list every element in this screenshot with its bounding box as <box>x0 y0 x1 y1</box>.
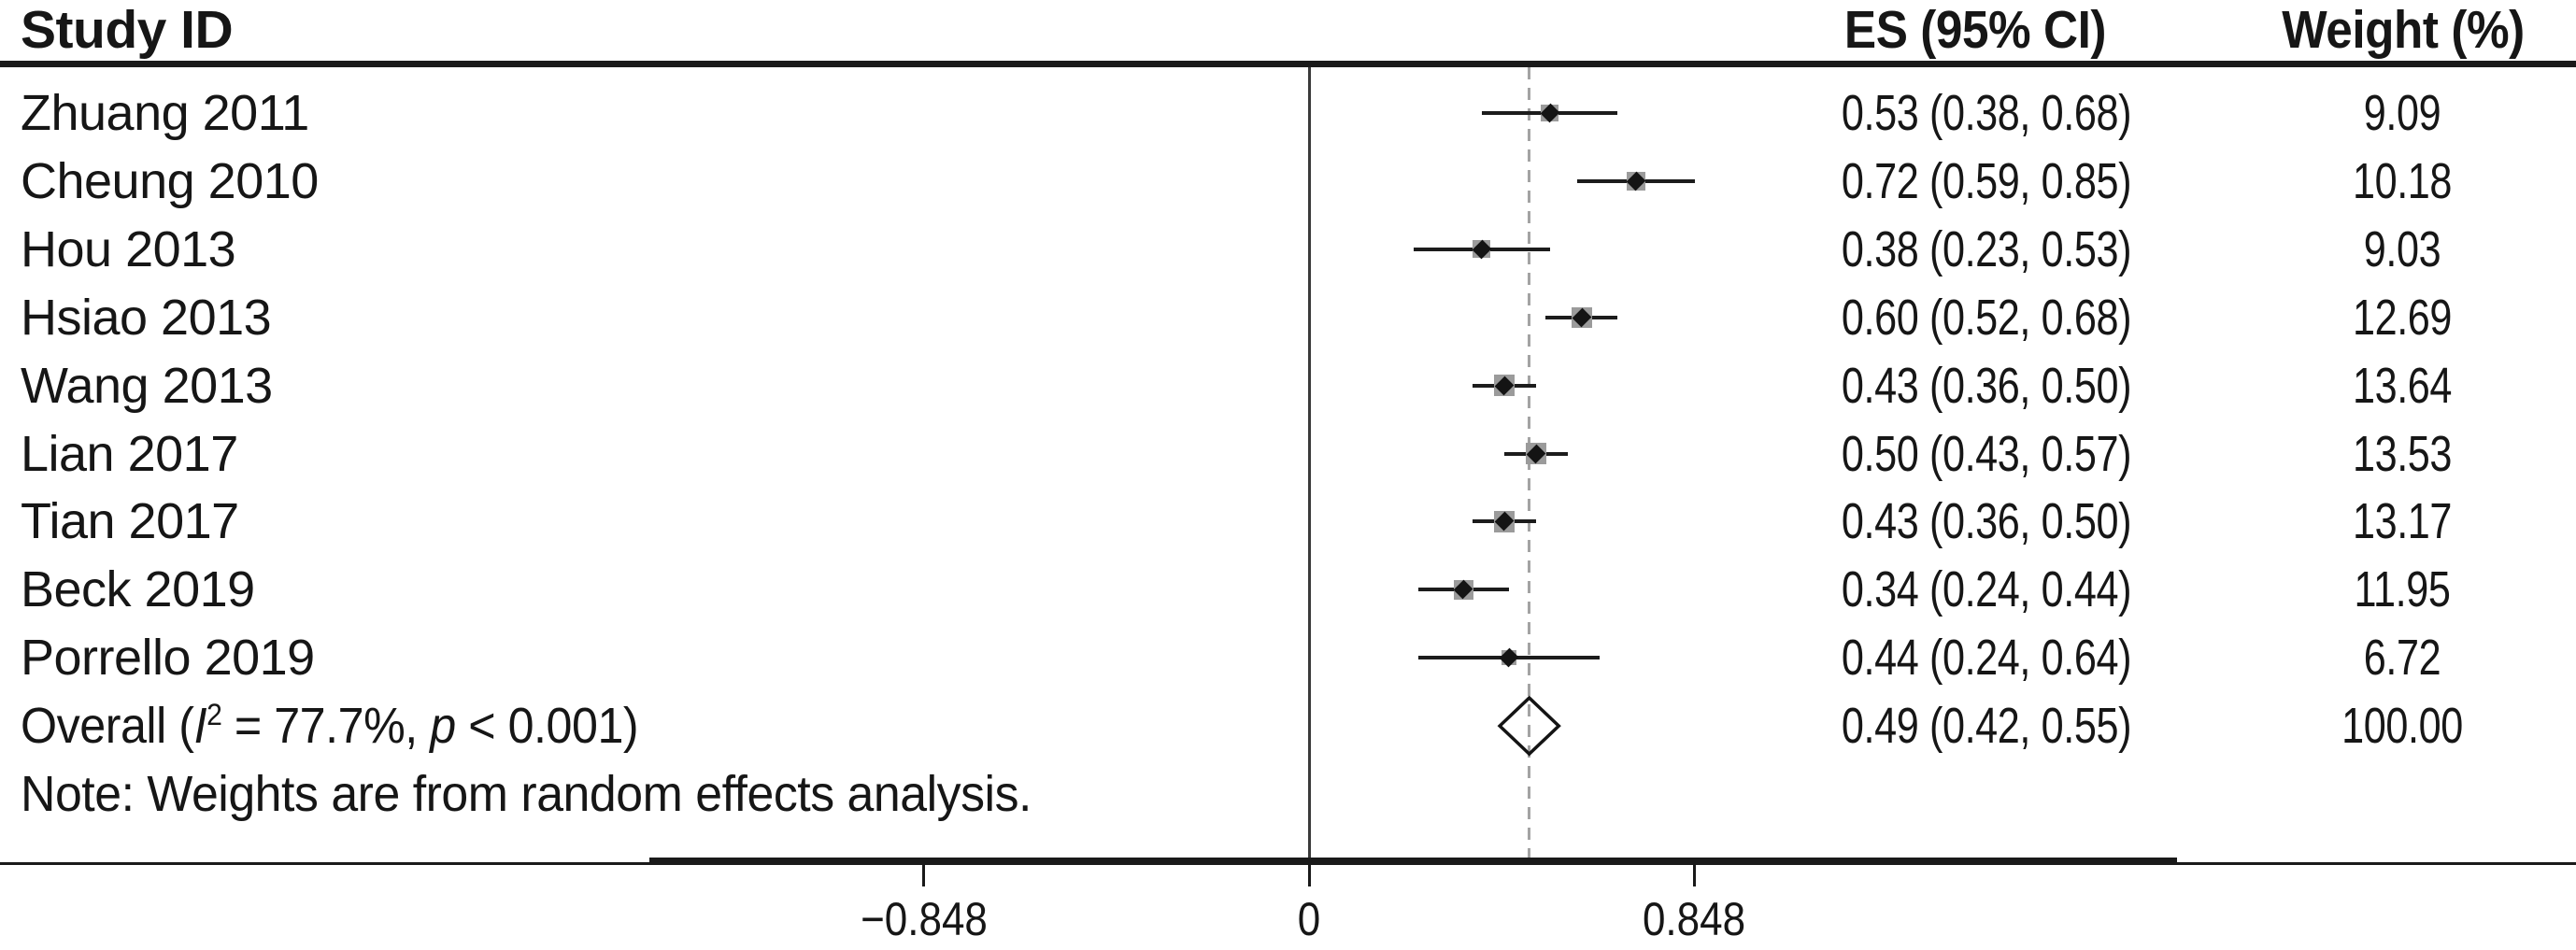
x-axis-tick-label: 0.848 <box>1643 893 1746 945</box>
study-label: Beck 2019 <box>21 561 255 618</box>
x-axis-tick-label: 0 <box>1297 893 1321 945</box>
study-label: Tian 2017 <box>21 493 239 550</box>
es-ci-value: 0.34 (0.24, 0.44) <box>1841 561 2132 618</box>
study-label: Wang 2013 <box>21 357 273 414</box>
study-label: Cheung 2010 <box>21 152 319 209</box>
overall-heterogeneity-text: = 77.7%, <box>221 698 431 755</box>
weight-value: 6.72 <box>2363 630 2441 687</box>
overall-diamond <box>1497 695 1561 757</box>
weight-value: 9.09 <box>2363 85 2441 141</box>
study-label: Lian 2017 <box>21 425 238 482</box>
es-ci-value: 0.43 (0.36, 0.50) <box>1841 357 2132 414</box>
x-axis-tick <box>1692 864 1696 886</box>
study-label: Zhuang 2011 <box>21 85 309 141</box>
note-text: Note: Weights are from random effects an… <box>21 766 1032 822</box>
x-axis-tick-label: −0.848 <box>860 893 988 945</box>
overall-es-ci-value: 0.49 (0.42, 0.55) <box>1841 698 2132 755</box>
weight-value: 11.95 <box>2354 561 2451 618</box>
study-label: Porrello 2019 <box>21 630 315 687</box>
study-label: Hou 2013 <box>21 220 236 277</box>
header-rule <box>0 61 2576 67</box>
weight-value: 13.64 <box>2352 357 2453 414</box>
weight-value: 13.17 <box>2352 493 2453 550</box>
es-ci-value: 0.38 (0.23, 0.53) <box>1841 220 2132 277</box>
study-label: Hsiao 2013 <box>21 289 272 346</box>
overall-p-symbol: p <box>430 698 456 755</box>
weight-value: 10.18 <box>2352 152 2453 209</box>
es-ci-value: 0.43 (0.36, 0.50) <box>1841 493 2132 550</box>
column-header-study-id: Study ID <box>21 0 234 60</box>
overall-weight-value: 100.00 <box>2341 698 2463 755</box>
x-axis-tick <box>1307 864 1311 886</box>
es-ci-value: 0.72 (0.59, 0.85) <box>1841 152 2132 209</box>
weight-value: 9.03 <box>2363 220 2441 277</box>
overall-label: Overall (I2 = 77.7%, p < 0.001) <box>21 698 639 755</box>
overall-i2-superscript: 2 <box>206 698 222 732</box>
column-header-weight: Weight (%) <box>2282 0 2525 60</box>
overall-p-value-text: < 0.001) <box>455 698 639 755</box>
weight-value: 13.53 <box>2352 425 2453 482</box>
overall-i2-symbol: I <box>193 698 207 755</box>
es-ci-value: 0.50 (0.43, 0.57) <box>1841 425 2132 482</box>
es-ci-value: 0.53 (0.38, 0.68) <box>1841 85 2132 141</box>
overall-label-text: Overall ( <box>21 698 194 755</box>
es-ci-value: 0.44 (0.24, 0.64) <box>1841 630 2132 687</box>
zero-line <box>1307 67 1311 858</box>
weight-value: 12.69 <box>2352 289 2453 346</box>
column-header-es-ci: ES (95% CI) <box>1843 0 2107 60</box>
x-axis-line <box>649 858 2177 864</box>
es-ci-value: 0.60 (0.52, 0.68) <box>1841 289 2132 346</box>
x-axis-tick <box>922 864 926 886</box>
